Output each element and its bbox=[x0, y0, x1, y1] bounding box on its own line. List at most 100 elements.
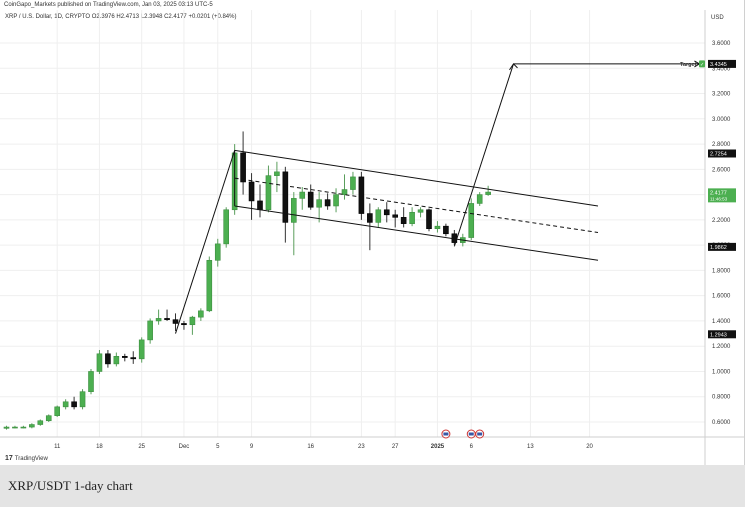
candle-down bbox=[164, 318, 170, 320]
candle-up bbox=[37, 420, 44, 425]
candle-up bbox=[3, 426, 10, 429]
candle-up bbox=[147, 320, 153, 341]
y-tick-label: 1.4000 bbox=[712, 319, 731, 325]
y-tick-label: 3.6000 bbox=[712, 41, 731, 47]
candle-up bbox=[265, 175, 272, 211]
x-tick-label: 27 bbox=[392, 444, 399, 450]
candle-up bbox=[113, 356, 120, 365]
x-tick-label: 13 bbox=[527, 444, 534, 450]
symbol-ohlc-line: XRP / U.S. Dollar, 1D, CRYPTO O2.3976 H2… bbox=[5, 14, 237, 20]
price-label-text: 1.9862 bbox=[710, 245, 727, 251]
candle-up bbox=[468, 203, 475, 238]
countdown-text: 11:46:53 bbox=[710, 196, 728, 201]
candle-down bbox=[240, 152, 246, 183]
candle-up bbox=[29, 424, 35, 428]
candle-up bbox=[223, 209, 229, 245]
candle-up bbox=[290, 198, 297, 223]
x-tick-label: 23 bbox=[358, 444, 365, 450]
candle-up bbox=[20, 426, 27, 429]
y-tick-label: 2.6000 bbox=[712, 167, 731, 173]
price-chart[interactable]: 0.6000 0.8000 1.0000 1.2000 1.4000 1.6000 1.80… bbox=[0, 0, 745, 465]
x-tick-label: 25 bbox=[138, 444, 145, 450]
candle-up bbox=[274, 171, 280, 176]
target-check-glyph: ✓ bbox=[700, 62, 704, 68]
candle-down bbox=[443, 225, 449, 235]
y-tick-label: 3.2000 bbox=[712, 92, 731, 98]
figure-caption: XRP/USDT 1-day chart bbox=[8, 478, 133, 493]
price-label-text: 2.4177 bbox=[710, 190, 727, 196]
target-arrowhead bbox=[509, 63, 518, 71]
currency-label: USD bbox=[711, 15, 724, 21]
target-check-icon bbox=[699, 60, 705, 68]
candle-up bbox=[409, 211, 415, 224]
channel-mid-line bbox=[234, 177, 599, 233]
candle-down bbox=[383, 209, 390, 216]
x-tick-label: 18 bbox=[96, 444, 103, 450]
caption-bar bbox=[0, 465, 745, 507]
price-label-badge bbox=[708, 242, 736, 251]
y-tick-label: 1.0000 bbox=[712, 369, 731, 375]
candle-up bbox=[54, 406, 61, 416]
flag-field bbox=[443, 432, 449, 436]
candle-down bbox=[324, 199, 331, 207]
candle-up bbox=[79, 391, 86, 408]
candle-down bbox=[307, 191, 314, 208]
y-tick-label: 2.2000 bbox=[712, 218, 731, 224]
candle-down bbox=[130, 357, 137, 360]
target-label-text: Target bbox=[680, 62, 697, 68]
x-tick-label: 6 bbox=[470, 444, 474, 450]
y-tick-label: 1.6000 bbox=[712, 294, 731, 300]
tradingview-logo: 17 TradingView bbox=[5, 455, 48, 462]
candle-up bbox=[476, 194, 483, 204]
candle-down bbox=[172, 319, 179, 324]
candle-up bbox=[485, 191, 491, 195]
x-tick-label: 20 bbox=[586, 444, 593, 450]
candle-down bbox=[400, 217, 407, 224]
x-tick-label: 16 bbox=[307, 444, 314, 450]
tradingview-logo-text: TradingView bbox=[14, 455, 48, 462]
y-tick-label: 1.2000 bbox=[712, 344, 731, 350]
y-tick-label: 1.8000 bbox=[712, 268, 731, 274]
tradingview-logo-icon: 17 bbox=[5, 455, 13, 462]
y-tick-label: 3.0000 bbox=[712, 117, 731, 123]
candle-up bbox=[341, 189, 348, 195]
price-label-text: 3.4345 bbox=[710, 62, 727, 68]
candle-down bbox=[392, 214, 399, 218]
y-tick-label: 0.6000 bbox=[712, 420, 731, 426]
price-label-text: 1.2943 bbox=[710, 332, 727, 338]
candle-up bbox=[206, 259, 213, 312]
current-price-badge bbox=[708, 188, 736, 203]
x-tick-label: 5 bbox=[216, 444, 220, 450]
candle-down bbox=[122, 356, 128, 358]
channel-lower-line bbox=[234, 205, 599, 261]
candle-up bbox=[333, 194, 339, 207]
candle-up bbox=[96, 353, 103, 372]
flag-field bbox=[468, 432, 474, 436]
channel-upper-line bbox=[234, 149, 599, 207]
price-label-badge bbox=[708, 149, 736, 158]
candle-up bbox=[12, 426, 18, 429]
x-tick-label: Dec bbox=[179, 444, 190, 450]
candle-up bbox=[434, 225, 441, 230]
y-tick-label: 3.4000 bbox=[712, 66, 731, 72]
price-label-text: 2.7254 bbox=[710, 151, 727, 157]
candle-up bbox=[316, 199, 322, 208]
price-label-badge bbox=[708, 59, 736, 68]
candle-up bbox=[350, 176, 356, 190]
candle-down bbox=[71, 401, 77, 408]
chart-frame bbox=[744, 0, 745, 465]
candle-up bbox=[417, 209, 424, 213]
x-tick-label: 9 bbox=[250, 444, 254, 450]
candle-up bbox=[155, 318, 162, 322]
publisher-line: CoinGapo_Markets published on TradingVie… bbox=[4, 2, 213, 8]
flag-field bbox=[477, 432, 483, 436]
trend-line bbox=[175, 150, 236, 334]
candle-up bbox=[62, 401, 69, 408]
trend-line bbox=[453, 63, 514, 247]
candle-down bbox=[367, 213, 373, 223]
candle-down bbox=[358, 176, 365, 214]
candle-down bbox=[257, 200, 263, 211]
price-label-badge bbox=[708, 330, 736, 339]
x-tick-label: 11 bbox=[54, 444, 61, 450]
candle-down bbox=[181, 323, 187, 326]
